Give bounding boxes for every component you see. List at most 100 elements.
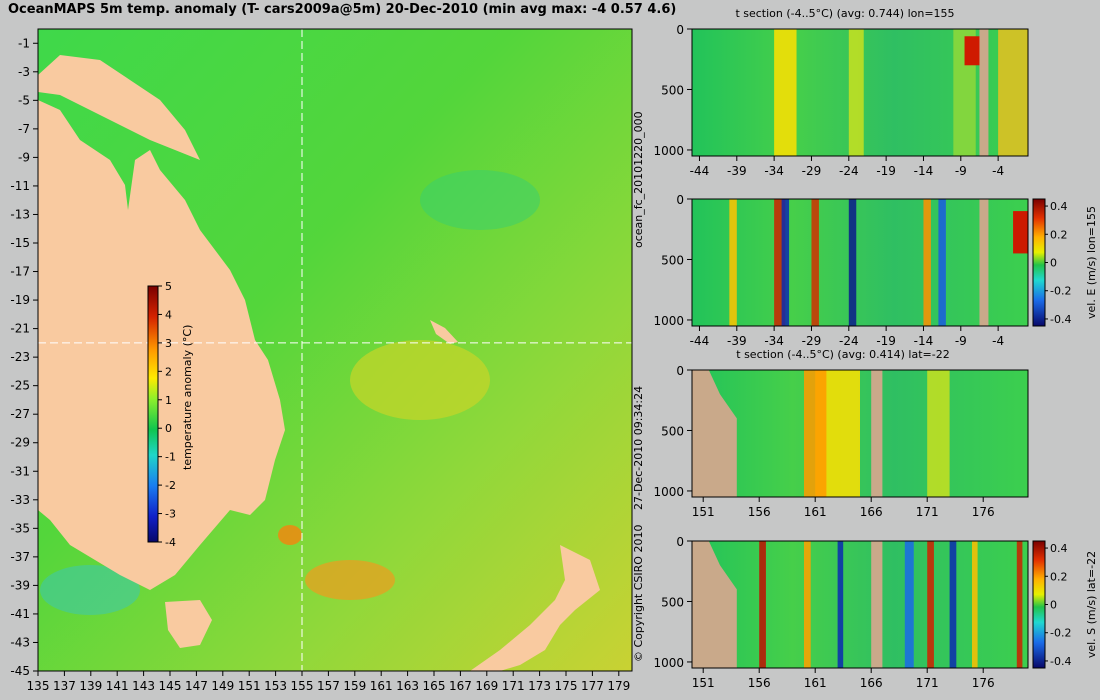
section-x-tick-label: -4 bbox=[992, 164, 1004, 178]
section-title: t section (-4..5°C) (avg: 0.744) lon=155 bbox=[735, 7, 954, 20]
map-colorbar-gradient bbox=[147, 285, 159, 543]
section-x-tick-label: -19 bbox=[876, 164, 896, 178]
cool-eddy bbox=[40, 565, 140, 615]
section-x-tick-label: -34 bbox=[764, 334, 784, 348]
map-y-tick-label: -39 bbox=[10, 578, 30, 592]
map-x-tick-label: 175 bbox=[555, 679, 578, 693]
map-y-tick-label: -3 bbox=[18, 65, 30, 79]
section-panel-2: -44 -39 -34 -29 -24 -19 -14 -9 -4 0 500 1000 0.4 0.2 0… bbox=[653, 193, 1098, 348]
map-x-tick-label: 145 bbox=[159, 679, 182, 693]
map-colorbar-tick-label: -4 bbox=[165, 536, 176, 549]
section-title: t section (-4..5°C) (avg: 0.414) lat=-22 bbox=[736, 348, 949, 361]
map-x-tick-label: 137 bbox=[53, 679, 76, 693]
map-colorbar-tick-label: -2 bbox=[165, 479, 176, 492]
section-x-tick-label: -4 bbox=[992, 334, 1004, 348]
section-island-land bbox=[979, 29, 989, 156]
section-x-tick-label: -29 bbox=[802, 334, 822, 348]
section-colorbar-tick-label: 0.4 bbox=[1050, 200, 1068, 213]
map-colorbar-tick-label: 0 bbox=[165, 422, 172, 435]
warm-eddy bbox=[305, 560, 395, 600]
section-island-land bbox=[871, 541, 883, 668]
land-new-caledonia bbox=[430, 320, 458, 344]
section-x-tick-label: -29 bbox=[802, 164, 822, 178]
section-anomaly-band bbox=[848, 199, 857, 326]
section-x-tick-label: -39 bbox=[727, 164, 747, 178]
map-y-tick-label: -33 bbox=[10, 493, 30, 507]
section-x-tick-label: 166 bbox=[860, 505, 883, 519]
section-anomaly-band bbox=[811, 199, 819, 326]
section-x-tick-label: 151 bbox=[692, 505, 715, 519]
section-y-tick-label: 0 bbox=[676, 535, 684, 549]
map-y-tick-label: -45 bbox=[10, 664, 30, 678]
section-colorbar-gradient bbox=[1032, 540, 1046, 669]
section-colorbar-tick-label: -0.4 bbox=[1050, 655, 1071, 668]
section-anomaly-band bbox=[774, 29, 797, 156]
section-x-tick-label: 156 bbox=[748, 505, 771, 519]
section-colorbar-tick-label: 0 bbox=[1050, 257, 1057, 270]
map-y-tick-label: -31 bbox=[10, 464, 30, 478]
section-panels: -44 -39 -34 -29 -24 -19 -14 -9 -4 0 500 1000 t secti… bbox=[653, 7, 1098, 690]
section-colorbar-tick-label: 0.2 bbox=[1050, 570, 1068, 583]
map-x-tick-label: 151 bbox=[238, 679, 261, 693]
land-australia bbox=[38, 100, 285, 590]
section-x-tick-label: 171 bbox=[916, 676, 939, 690]
section-anomaly-band bbox=[804, 541, 811, 668]
map-x-tick-label: 161 bbox=[370, 679, 393, 693]
section-coast-land bbox=[692, 370, 737, 497]
map-y-tick-label: -11 bbox=[10, 179, 30, 193]
section-x-tick-label: -19 bbox=[876, 334, 896, 348]
map-colorbar-tick-label: 4 bbox=[165, 308, 172, 321]
map-y-axis: -1 -3 -5 -7 -9 -11 -13 -15 -17 -19 -21 -23 -25 -27 -29… bbox=[10, 36, 38, 678]
map-y-tick-label: -43 bbox=[10, 635, 30, 649]
section-colorbar-label: vel. E (m/s) lon=155 bbox=[1085, 206, 1098, 319]
map-y-tick-label: -25 bbox=[10, 379, 30, 393]
section-y-tick-label: 0 bbox=[676, 364, 684, 378]
section-x-tick-label: 161 bbox=[804, 676, 827, 690]
map-x-tick-label: 135 bbox=[27, 679, 50, 693]
section-y-tick-label: 0 bbox=[676, 23, 684, 37]
section-anomaly-band bbox=[927, 370, 950, 497]
section-x-tick-label: -39 bbox=[727, 334, 747, 348]
map-colorbar-ticks: 5 4 3 2 1 0 -1 -2 -3 -4 bbox=[158, 280, 176, 549]
section-anomaly-band bbox=[759, 541, 766, 668]
section-panel-3: 151 156 161 166 171 176 0 500 1000 t section (-4.… bbox=[653, 348, 1029, 519]
section-anomaly-band bbox=[927, 541, 934, 668]
section-anomaly-band bbox=[998, 29, 1028, 156]
map-x-tick-label: 159 bbox=[343, 679, 366, 693]
map-y-tick-label: -37 bbox=[10, 550, 30, 564]
map-x-tick-label: 179 bbox=[607, 679, 630, 693]
map-y-tick-label: -5 bbox=[18, 93, 30, 107]
section-x-tick-label: 156 bbox=[748, 676, 771, 690]
section-x-tick-label: -14 bbox=[914, 334, 934, 348]
section-island-land bbox=[871, 370, 883, 497]
cool-eddy bbox=[420, 170, 540, 230]
section-anomaly-band bbox=[1016, 541, 1023, 668]
section-x-tick-label: -24 bbox=[839, 334, 859, 348]
section-coast-land bbox=[692, 541, 737, 668]
map-x-tick-label: 163 bbox=[396, 679, 419, 693]
section-anomaly-band bbox=[848, 29, 864, 156]
map-colorbar-tick-label: 2 bbox=[165, 365, 172, 378]
section-colorbar-tick-label: -0.2 bbox=[1050, 627, 1071, 640]
map-x-tick-label: 141 bbox=[106, 679, 129, 693]
map-x-tick-label: 149 bbox=[211, 679, 234, 693]
section-colorbar-tick-label: 0 bbox=[1050, 599, 1057, 612]
section-colorbar-tick-label: 0.4 bbox=[1050, 542, 1068, 555]
map-x-tick-label: 147 bbox=[185, 679, 208, 693]
section-hot-core bbox=[1013, 211, 1028, 254]
map-x-tick-label: 139 bbox=[79, 679, 102, 693]
map-frame bbox=[37, 28, 633, 672]
section-x-tick-label: 166 bbox=[860, 676, 883, 690]
map-y-tick-label: -17 bbox=[10, 265, 30, 279]
map-colorbar-tick-label: -1 bbox=[165, 451, 176, 464]
section-y-tick-label: 1000 bbox=[653, 314, 684, 328]
section-y-tick-label: 1000 bbox=[653, 485, 684, 499]
section-panel-4: 151 156 161 166 171 176 0 500 1000 0.4 0.2 0 -0.2 -0.… bbox=[653, 535, 1098, 690]
map-y-tick-label: -13 bbox=[10, 207, 30, 221]
section-x-tick-label: 176 bbox=[972, 676, 995, 690]
section-colorbar-tick-label: -0.2 bbox=[1050, 285, 1071, 298]
section-island-land bbox=[979, 199, 989, 326]
map-x-tick-label: 157 bbox=[317, 679, 340, 693]
map-x-tick-label: 173 bbox=[528, 679, 551, 693]
